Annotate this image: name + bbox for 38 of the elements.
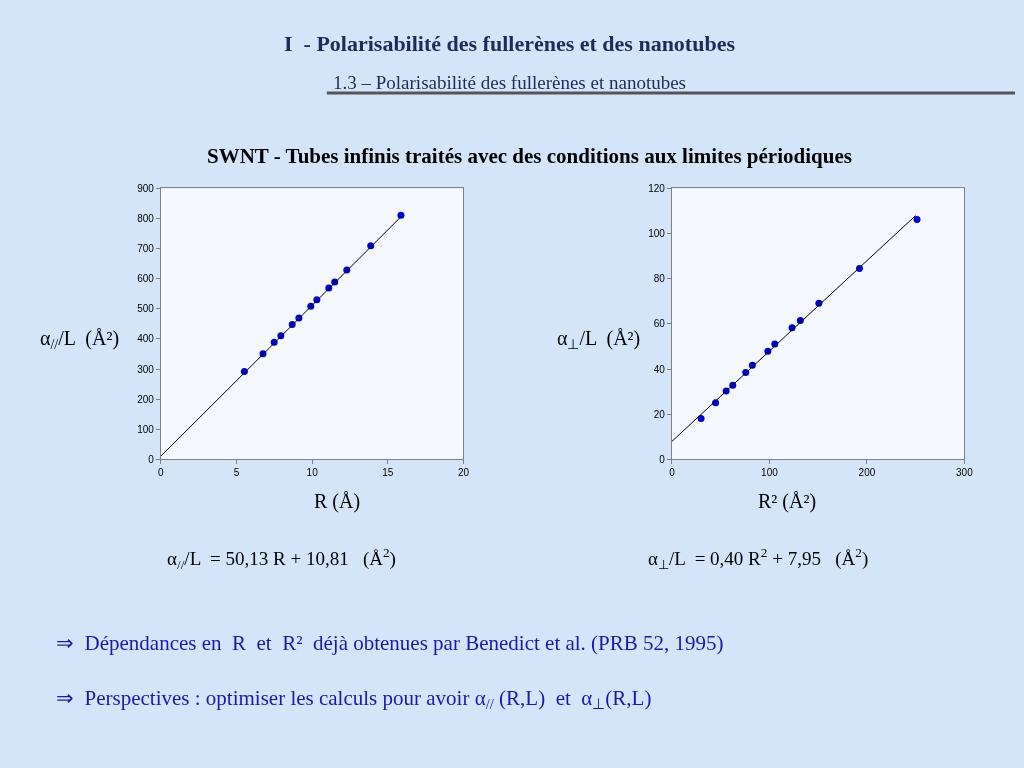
text: SWNT - Tubes infinis traités avec des conditions aux limites périodiques: [207, 144, 852, 168]
x-tick-label: 5: [233, 467, 240, 479]
y-axis-title: α$_{⊥}$/L (Å²): [557, 327, 641, 353]
y-tick-label: 80: [653, 273, 666, 285]
y-tick-label: 60: [653, 318, 666, 330]
y-tick-label: 500: [137, 303, 155, 315]
point: [913, 215, 921, 223]
x-axis-title: R² (Å²): [758, 490, 817, 513]
x-tick-label: 10: [306, 467, 319, 479]
x-tick-label: 20: [457, 467, 470, 479]
text: I - Polarisabilité des fullerènes et des nanotubes: [284, 31, 736, 56]
text: ⇒ Dépendances en R et R² déjà obtenues par Benedict et al. (PRB 52, 1995): [56, 631, 724, 655]
x-tick-label: 15: [382, 467, 394, 479]
y-tick-label: 600: [137, 273, 155, 285]
y-tick-label: 100: [137, 423, 155, 435]
y-tick-label: 40: [653, 363, 666, 375]
y-tick-label: 100: [648, 228, 666, 240]
y-tick-label: 0: [659, 453, 666, 465]
y-tick-label: 700: [137, 243, 155, 255]
y-axis-title: α$_{//}$/L (Å²): [40, 327, 120, 353]
y-tick-label: 400: [137, 333, 155, 345]
text: α$_{//}$/L = 50,13 R + 10,81 (Å$^{2}$): [167, 545, 396, 572]
x-axis-title: R (Å): [314, 490, 361, 513]
y-tick-label: 800: [137, 213, 155, 225]
y-tick-label: 200: [137, 393, 155, 405]
x-tick-label: 300: [956, 467, 974, 479]
x-tick-label: 0: [669, 467, 676, 479]
text: ⇒ Perspectives : optimiser les calculs pour avoir α$_{//}$ (R,L) et α$_{⊥}$(R,L): [56, 686, 652, 713]
x-tick-label: 200: [858, 467, 876, 479]
x-tick-label: 100: [761, 467, 779, 479]
y-tick-label: 0: [148, 453, 155, 465]
text: α$_{⊥}$/L = 0,40 R$^{2}$ + 7,95 (Å$^{2}$): [648, 545, 869, 572]
x-tick-label: 0: [158, 467, 165, 479]
y-tick-label: 900: [137, 182, 155, 194]
y-tick-label: 20: [653, 408, 666, 420]
text: 1.3 – Polarisabilité des fullerènes et nanotubes: [333, 72, 686, 93]
y-tick-label: 120: [648, 182, 666, 194]
y-tick-label: 300: [137, 363, 155, 375]
